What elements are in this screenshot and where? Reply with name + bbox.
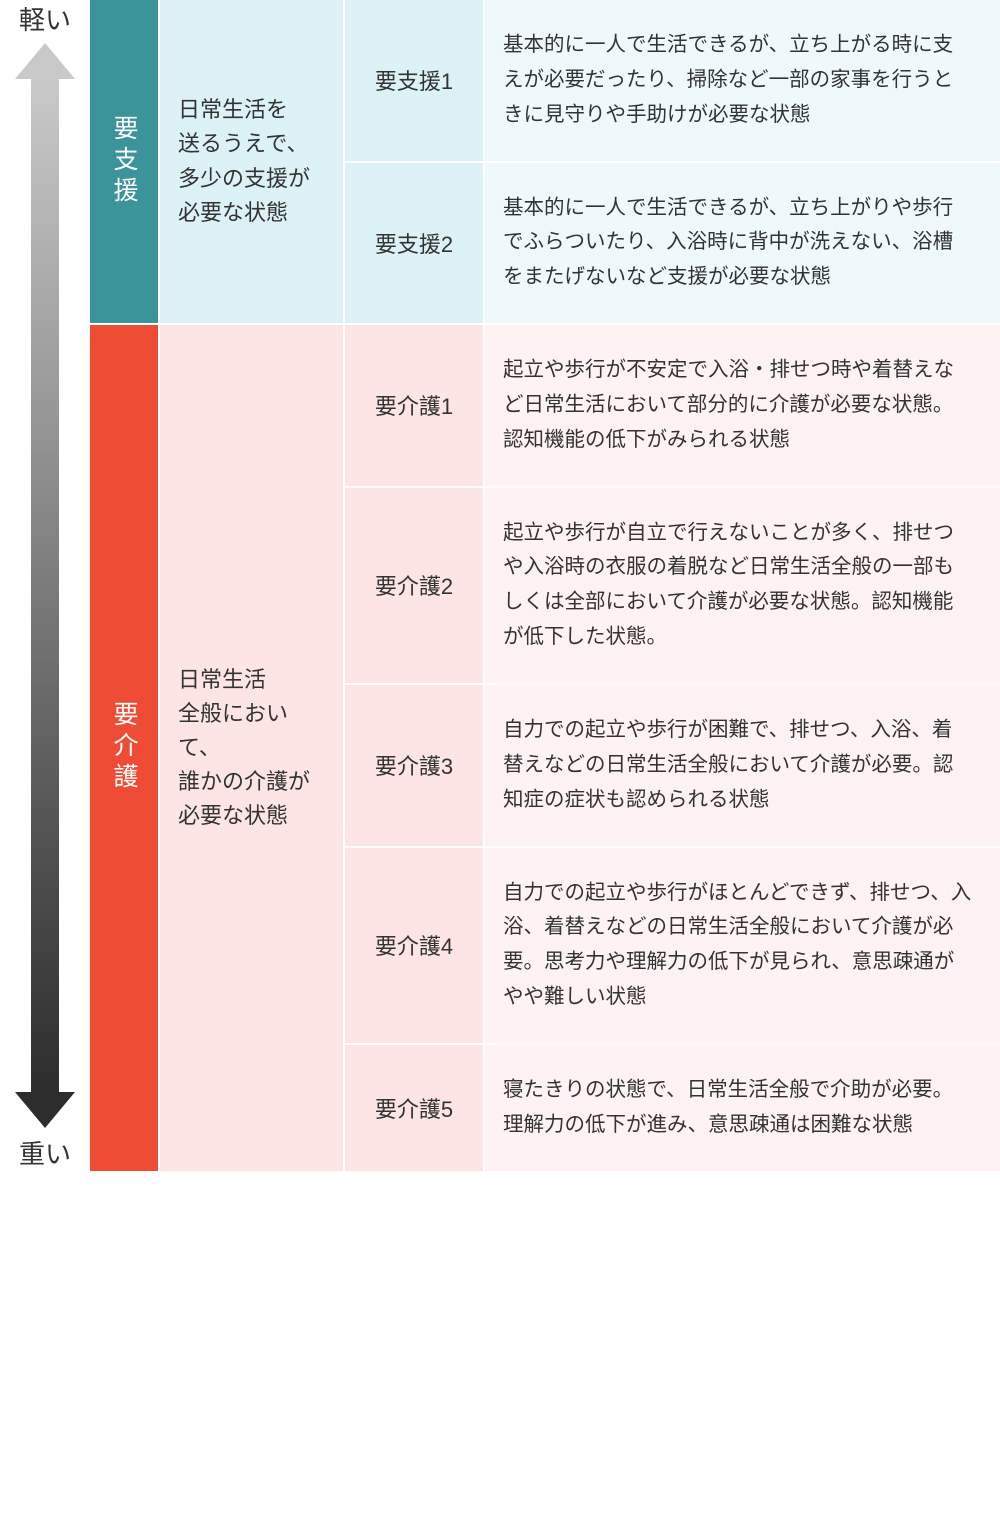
arrow-body: [31, 79, 59, 1092]
level-name: 要介護1: [345, 325, 485, 488]
level-row: 要介護1起立や歩行が不安定で入浴・排せつ時や着替えなど日常生活において部分的に介…: [345, 325, 1000, 488]
levels-care: 要介護1起立や歩行が不安定で入浴・排せつ時や着替えなど日常生活において部分的に介…: [345, 325, 1000, 1171]
care-level-diagram: 軽い 重い 要支援日常生活を 送るうえで、 多少の支援が 必要な状態要支援1基本…: [0, 0, 1000, 1171]
section-support: 要支援日常生活を 送るうえで、 多少の支援が 必要な状態要支援1基本的に一人で生…: [90, 0, 1000, 325]
levels-table: 要支援日常生活を 送るうえで、 多少の支援が 必要な状態要支援1基本的に一人で生…: [90, 0, 1000, 1171]
category-desc-support: 日常生活を 送るうえで、 多少の支援が 必要な状態: [160, 0, 345, 325]
category-desc-care: 日常生活 全般において、 誰かの介護が 必要な状態: [160, 325, 345, 1171]
axis-label-light: 軽い: [19, 0, 71, 43]
level-name: 要介護3: [345, 685, 485, 848]
axis-label-heavy: 重い: [19, 1128, 71, 1171]
level-name: 要介護4: [345, 848, 485, 1045]
level-name: 要支援2: [345, 163, 485, 326]
level-row: 要介護3自力での起立や歩行が困難で、排せつ、入浴、着替えなどの日常生活全般におい…: [345, 685, 1000, 848]
level-row: 要支援1基本的に一人で生活できるが、立ち上がる時に支えが必要だったり、掃除など一…: [345, 0, 1000, 163]
arrow-head-down: [15, 1092, 75, 1128]
arrow-head-up: [15, 43, 75, 79]
level-name: 要支援1: [345, 0, 485, 163]
level-row: 要介護5寝たきりの状態で、日常生活全般で介助が必要。理解力の低下が進み、意思疎通…: [345, 1045, 1000, 1171]
level-name: 要介護2: [345, 488, 485, 685]
section-care: 要介護日常生活 全般において、 誰かの介護が 必要な状態要介護1起立や歩行が不安…: [90, 325, 1000, 1171]
level-name: 要介護5: [345, 1045, 485, 1171]
level-desc: 自力での起立や歩行がほとんどできず、排せつ、入浴、着替えなどの日常生活全般におい…: [485, 848, 1000, 1045]
category-label-support: 要支援: [90, 0, 160, 325]
level-row: 要支援2基本的に一人で生活できるが、立ち上がりや歩行でふらついたり、入浴時に背中…: [345, 163, 1000, 326]
severity-axis: 軽い 重い: [0, 0, 90, 1171]
level-desc: 基本的に一人で生活できるが、立ち上がる時に支えが必要だったり、掃除など一部の家事…: [485, 0, 1000, 163]
levels-support: 要支援1基本的に一人で生活できるが、立ち上がる時に支えが必要だったり、掃除など一…: [345, 0, 1000, 325]
level-desc: 起立や歩行が不安定で入浴・排せつ時や着替えなど日常生活において部分的に介護が必要…: [485, 325, 1000, 488]
level-desc: 自力での起立や歩行が困難で、排せつ、入浴、着替えなどの日常生活全般において介護が…: [485, 685, 1000, 848]
level-row: 要介護4自力での起立や歩行がほとんどできず、排せつ、入浴、着替えなどの日常生活全…: [345, 848, 1000, 1045]
category-label-care: 要介護: [90, 325, 160, 1171]
level-row: 要介護2起立や歩行が自立で行えないことが多く、排せつや入浴時の衣服の着脱など日常…: [345, 488, 1000, 685]
level-desc: 寝たきりの状態で、日常生活全般で介助が必要。理解力の低下が進み、意思疎通は困難な…: [485, 1045, 1000, 1171]
level-desc: 起立や歩行が自立で行えないことが多く、排せつや入浴時の衣服の着脱など日常生活全般…: [485, 488, 1000, 685]
level-desc: 基本的に一人で生活できるが、立ち上がりや歩行でふらついたり、入浴時に背中が洗えな…: [485, 163, 1000, 326]
